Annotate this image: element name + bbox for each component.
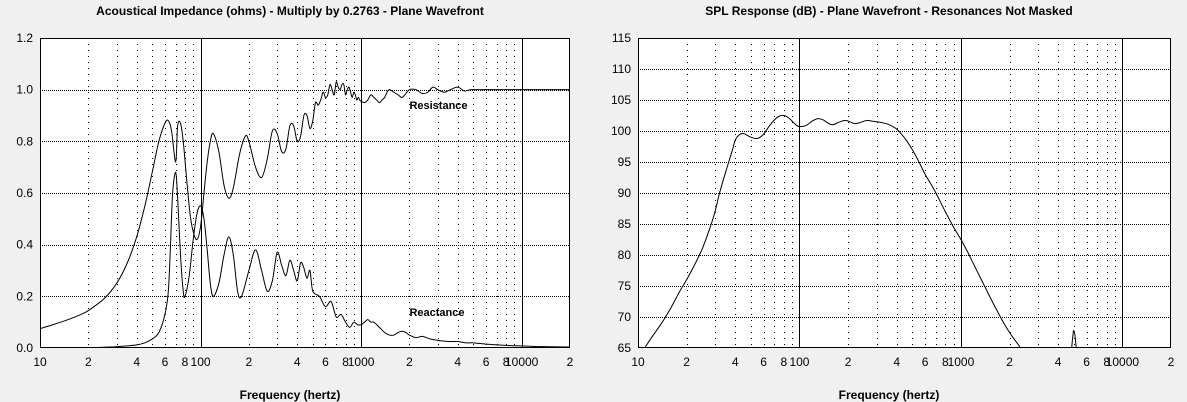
plot-frame <box>40 38 570 348</box>
x-tick-label: 1000 <box>348 355 375 369</box>
x-tick-label: 8 <box>942 355 949 369</box>
y-tick-label: 110 <box>612 62 631 76</box>
x-tick-label: 8 <box>182 355 189 369</box>
x-tick-label: 10 <box>33 355 47 369</box>
x-tick-label: 6 <box>760 355 767 369</box>
x-tick-label: 100 <box>191 355 211 369</box>
y-tick-label: 0.8 <box>16 134 33 148</box>
x-tick-label: 6 <box>922 355 929 369</box>
series-annotation: Reactance <box>409 307 464 319</box>
x-tick-label: 8 <box>342 355 349 369</box>
y-tick-label: 80 <box>618 248 632 262</box>
x-tick-label: 2 <box>683 355 690 369</box>
series-line-2 <box>88 171 570 348</box>
x-tick-label: 100 <box>789 355 809 369</box>
x-tick-label: 2 <box>85 355 92 369</box>
y-tick-label: 100 <box>611 124 631 138</box>
x-tick-label: 1000 <box>948 355 975 369</box>
x-tick-label: 4 <box>454 355 461 369</box>
x-tick-label: 10000 <box>1106 355 1140 369</box>
x-tick-label: 10000 <box>505 355 539 369</box>
x-tick-label: 10 <box>631 355 645 369</box>
y-tick-label: 95 <box>618 155 632 169</box>
y-tick-label: 105 <box>611 93 631 107</box>
x-tick-label: 2 <box>1168 355 1175 369</box>
x-tick-label: 4 <box>1055 355 1062 369</box>
y-tick-label: 0.6 <box>16 186 33 200</box>
y-tick-label: 85 <box>618 217 632 231</box>
y-tick-label: 90 <box>618 186 632 200</box>
y-tick-label: 75 <box>618 279 632 293</box>
y-tick-label: 65 <box>618 341 632 355</box>
y-tick-label: 0.0 <box>16 341 33 355</box>
x-tick-label: 2 <box>406 355 413 369</box>
x-tick-label: 4 <box>133 355 140 369</box>
x-tick-label: 8 <box>1103 355 1110 369</box>
x-tick-label: 8 <box>780 355 787 369</box>
series-line-1 <box>644 114 1022 348</box>
series-line-2 <box>1071 330 1077 348</box>
horizontal-grid <box>638 69 1171 318</box>
x-tick-label: 8 <box>503 355 510 369</box>
series-annotation: Resistance <box>409 100 467 112</box>
y-tick-label: 115 <box>612 31 631 45</box>
x-tick-label: 4 <box>294 355 301 369</box>
x-tick-label: 6 <box>1083 355 1090 369</box>
y-tick-label: 0.4 <box>16 238 33 252</box>
x-tick-label: 2 <box>845 355 852 369</box>
x-tick-label: 6 <box>322 355 329 369</box>
plot-frame <box>638 38 1171 348</box>
series-line-1 <box>40 81 570 330</box>
y-tick-label: 0.2 <box>16 289 33 303</box>
x-tick-label: 4 <box>732 355 739 369</box>
x-tick-label: 2 <box>567 355 574 369</box>
x-tick-label: 4 <box>893 355 900 369</box>
x-tick-label: 2 <box>246 355 253 369</box>
x-tick-label: 6 <box>162 355 169 369</box>
y-tick-label: 1.0 <box>16 83 33 97</box>
y-tick-label: 70 <box>618 310 632 324</box>
x-tick-label: 2 <box>1006 355 1013 369</box>
horizontal-grid <box>40 90 570 297</box>
x-tick-label: 6 <box>483 355 490 369</box>
x-axis-label: Frequency (hertz) <box>839 388 940 402</box>
minor-grid <box>687 38 1116 348</box>
chart-title: SPL Response (dB) - Plane Wavefront - Re… <box>705 4 1072 18</box>
chart-title: Acoustical Impedance (ohms) - Multiply b… <box>96 4 484 18</box>
y-tick-label: 1.2 <box>16 31 33 45</box>
x-axis-label: Frequency (hertz) <box>240 388 341 402</box>
